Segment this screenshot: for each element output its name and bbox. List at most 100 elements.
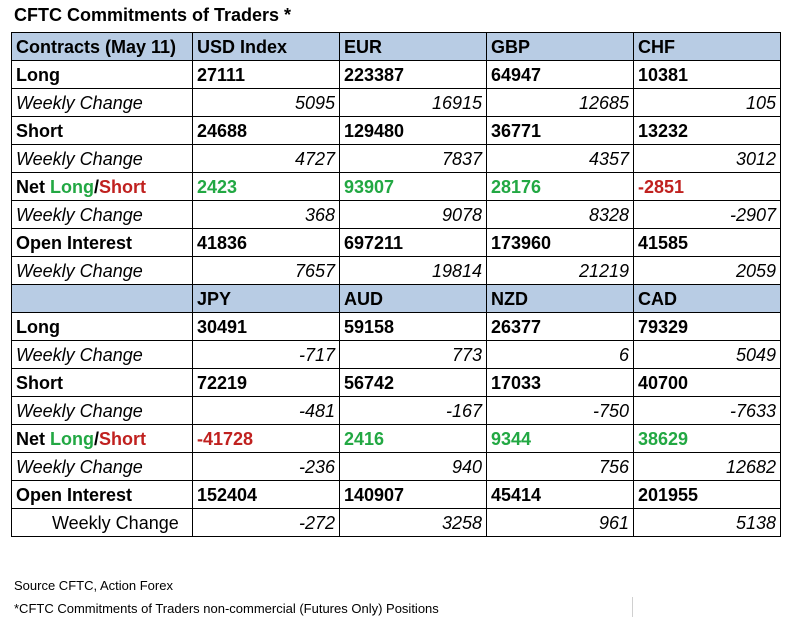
row-label: Weekly Change: [11, 88, 193, 117]
value-cell: 79329: [633, 312, 781, 341]
currency-header: GBP: [486, 32, 634, 61]
net-value-cell: 9344: [486, 424, 634, 453]
net-value-cell: 93907: [339, 172, 487, 201]
value-cell: 26377: [486, 312, 634, 341]
value-cell: 72219: [192, 368, 340, 397]
change-cell: 368: [192, 200, 340, 229]
change-cell: 3012: [633, 144, 781, 173]
change-cell: 21219: [486, 256, 634, 285]
value-cell: 140907: [339, 480, 487, 509]
table-row: Short 72219 56742 17033 40700: [11, 368, 781, 397]
change-cell: -2907: [633, 200, 781, 229]
net-value-cell: 38629: [633, 424, 781, 453]
net-value-cell[interactable]: 2416: [339, 424, 487, 453]
value-cell: 223387: [339, 60, 487, 89]
net-value-cell: -2851: [633, 172, 781, 201]
table-row: Weekly Change 7657 19814 21219 2059: [11, 256, 781, 285]
row-label: Weekly Change: [11, 144, 193, 173]
table-row: Weekly Change -236 940 756 12682: [11, 452, 781, 481]
row-label: Weekly Change: [11, 200, 193, 229]
net-value-cell: -41728: [192, 424, 340, 453]
currency-header: USD Index: [192, 32, 340, 61]
value-cell: 56742: [339, 368, 487, 397]
change-cell: 2059: [633, 256, 781, 285]
row-label: Weekly Change: [11, 508, 193, 537]
change-cell: 7657: [192, 256, 340, 285]
currency-header: EUR: [339, 32, 487, 61]
row-label: Open Interest: [11, 480, 193, 509]
value-cell: 24688: [192, 116, 340, 145]
table-row: Weekly Change -717 773 6 5049: [11, 340, 781, 369]
change-cell: 19814: [339, 256, 487, 285]
row-label: Weekly Change: [11, 396, 193, 425]
change-cell: 3258: [339, 508, 487, 537]
table-row: Long 27111 223387 64947 10381: [11, 60, 781, 89]
change-cell: -236: [192, 452, 340, 481]
table-row: Long 30491 59158 26377 79329: [11, 312, 781, 341]
change-cell: 9078: [339, 200, 487, 229]
row-label: Weekly Change: [11, 340, 193, 369]
table-row: Net Long/Short -41728 2416 9344 38629: [11, 424, 781, 453]
currency-header: NZD: [486, 284, 634, 313]
change-cell: 756: [486, 452, 634, 481]
change-cell: -272: [192, 508, 340, 537]
change-cell: 773: [339, 340, 487, 369]
short-word: Short: [99, 428, 147, 449]
value-cell: 41585: [633, 228, 781, 257]
table-row: Open Interest 152404 140907 45414 201955: [11, 480, 781, 509]
currency-header: AUD: [339, 284, 487, 313]
change-cell: 105: [633, 88, 781, 117]
currency-header: CAD: [633, 284, 781, 313]
cot-table: Contracts (May 11) USD Index EUR GBP CHF…: [11, 32, 781, 537]
change-cell: 8328: [486, 200, 634, 229]
value-cell: 129480: [339, 116, 487, 145]
value-cell: 173960: [486, 228, 634, 257]
currency-header: CHF: [633, 32, 781, 61]
value-cell: 41836: [192, 228, 340, 257]
change-cell: 4727: [192, 144, 340, 173]
change-cell: 5138: [633, 508, 781, 537]
value-cell: 17033: [486, 368, 634, 397]
row-label: Long: [11, 312, 193, 341]
row-label: Short: [11, 368, 193, 397]
net-word: Net: [16, 176, 51, 197]
long-word: Long: [50, 428, 94, 449]
value-cell: 27111: [192, 60, 340, 89]
net-long-short-label: Net Long/Short: [11, 424, 193, 453]
change-cell: -481: [192, 396, 340, 425]
header-row: Contracts (May 11) USD Index EUR GBP CHF: [11, 32, 781, 61]
value-cell: 152404: [192, 480, 340, 509]
corner-label: [11, 284, 193, 313]
row-label: Long: [11, 60, 193, 89]
slash: /: [94, 176, 100, 197]
change-cell: 12685: [486, 88, 634, 117]
source-note: Source CFTC, Action Forex: [14, 578, 173, 593]
change-cell: 16915: [339, 88, 487, 117]
footnote: *CFTC Commitments of Traders non-commerc…: [14, 601, 439, 616]
header-row: JPY AUD NZD CAD: [11, 284, 781, 313]
change-cell: 940: [339, 452, 487, 481]
change-cell: 4357: [486, 144, 634, 173]
net-long-short-label: Net Long/Short: [11, 172, 193, 201]
table-row: Net Long/Short 2423 93907 28176 -2851: [11, 172, 781, 201]
value-cell: 13232: [633, 116, 781, 145]
change-cell: -7633: [633, 396, 781, 425]
change-cell: 12682: [633, 452, 781, 481]
change-cell: 961: [486, 508, 634, 537]
value-cell: 59158: [339, 312, 487, 341]
table-row: Short 24688 129480 36771 13232: [11, 116, 781, 145]
change-cell: -167: [339, 396, 487, 425]
row-label: Short: [11, 116, 193, 145]
net-word: Net: [16, 428, 51, 449]
short-word: Short: [99, 176, 147, 197]
change-cell: -717: [192, 340, 340, 369]
corner-label: Contracts (May 11): [11, 32, 193, 61]
table-row: Weekly Change 368 9078 8328 -2907: [11, 200, 781, 229]
net-value-cell: 2423: [192, 172, 340, 201]
value-cell: 40700: [633, 368, 781, 397]
row-label: Open Interest: [11, 228, 193, 257]
row-label: Weekly Change: [11, 256, 193, 285]
net-value-cell: 28176: [486, 172, 634, 201]
change-cell: -750: [486, 396, 634, 425]
value-cell: 36771: [486, 116, 634, 145]
